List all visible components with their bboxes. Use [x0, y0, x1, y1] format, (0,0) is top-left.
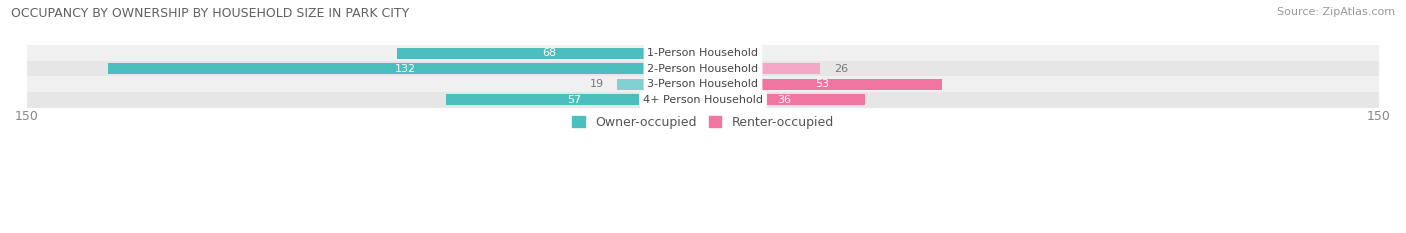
Legend: Owner-occupied, Renter-occupied: Owner-occupied, Renter-occupied: [568, 111, 838, 134]
Text: 4+ Person Household: 4+ Person Household: [643, 95, 763, 105]
Text: 57: 57: [568, 95, 582, 105]
Text: OCCUPANCY BY OWNERSHIP BY HOUSEHOLD SIZE IN PARK CITY: OCCUPANCY BY OWNERSHIP BY HOUSEHOLD SIZE…: [11, 7, 409, 20]
Text: 3-Person Household: 3-Person Household: [648, 79, 758, 89]
Bar: [396, 48, 703, 58]
Text: 26: 26: [834, 64, 848, 74]
Bar: [703, 63, 820, 74]
Bar: [27, 92, 1379, 108]
Bar: [108, 63, 703, 74]
Bar: [27, 45, 1379, 61]
Text: 68: 68: [543, 48, 557, 58]
Bar: [617, 79, 703, 90]
Text: 19: 19: [589, 79, 603, 89]
Bar: [27, 61, 1379, 76]
Text: 132: 132: [395, 64, 416, 74]
Bar: [703, 79, 942, 90]
Text: 2-Person Household: 2-Person Household: [647, 64, 759, 74]
Text: 53: 53: [815, 79, 830, 89]
Text: 5: 5: [740, 48, 747, 58]
Bar: [446, 94, 703, 105]
Bar: [27, 76, 1379, 92]
Text: 36: 36: [778, 95, 792, 105]
Text: 1-Person Household: 1-Person Household: [648, 48, 758, 58]
Bar: [703, 48, 725, 58]
Text: Source: ZipAtlas.com: Source: ZipAtlas.com: [1277, 7, 1395, 17]
Bar: [703, 94, 865, 105]
